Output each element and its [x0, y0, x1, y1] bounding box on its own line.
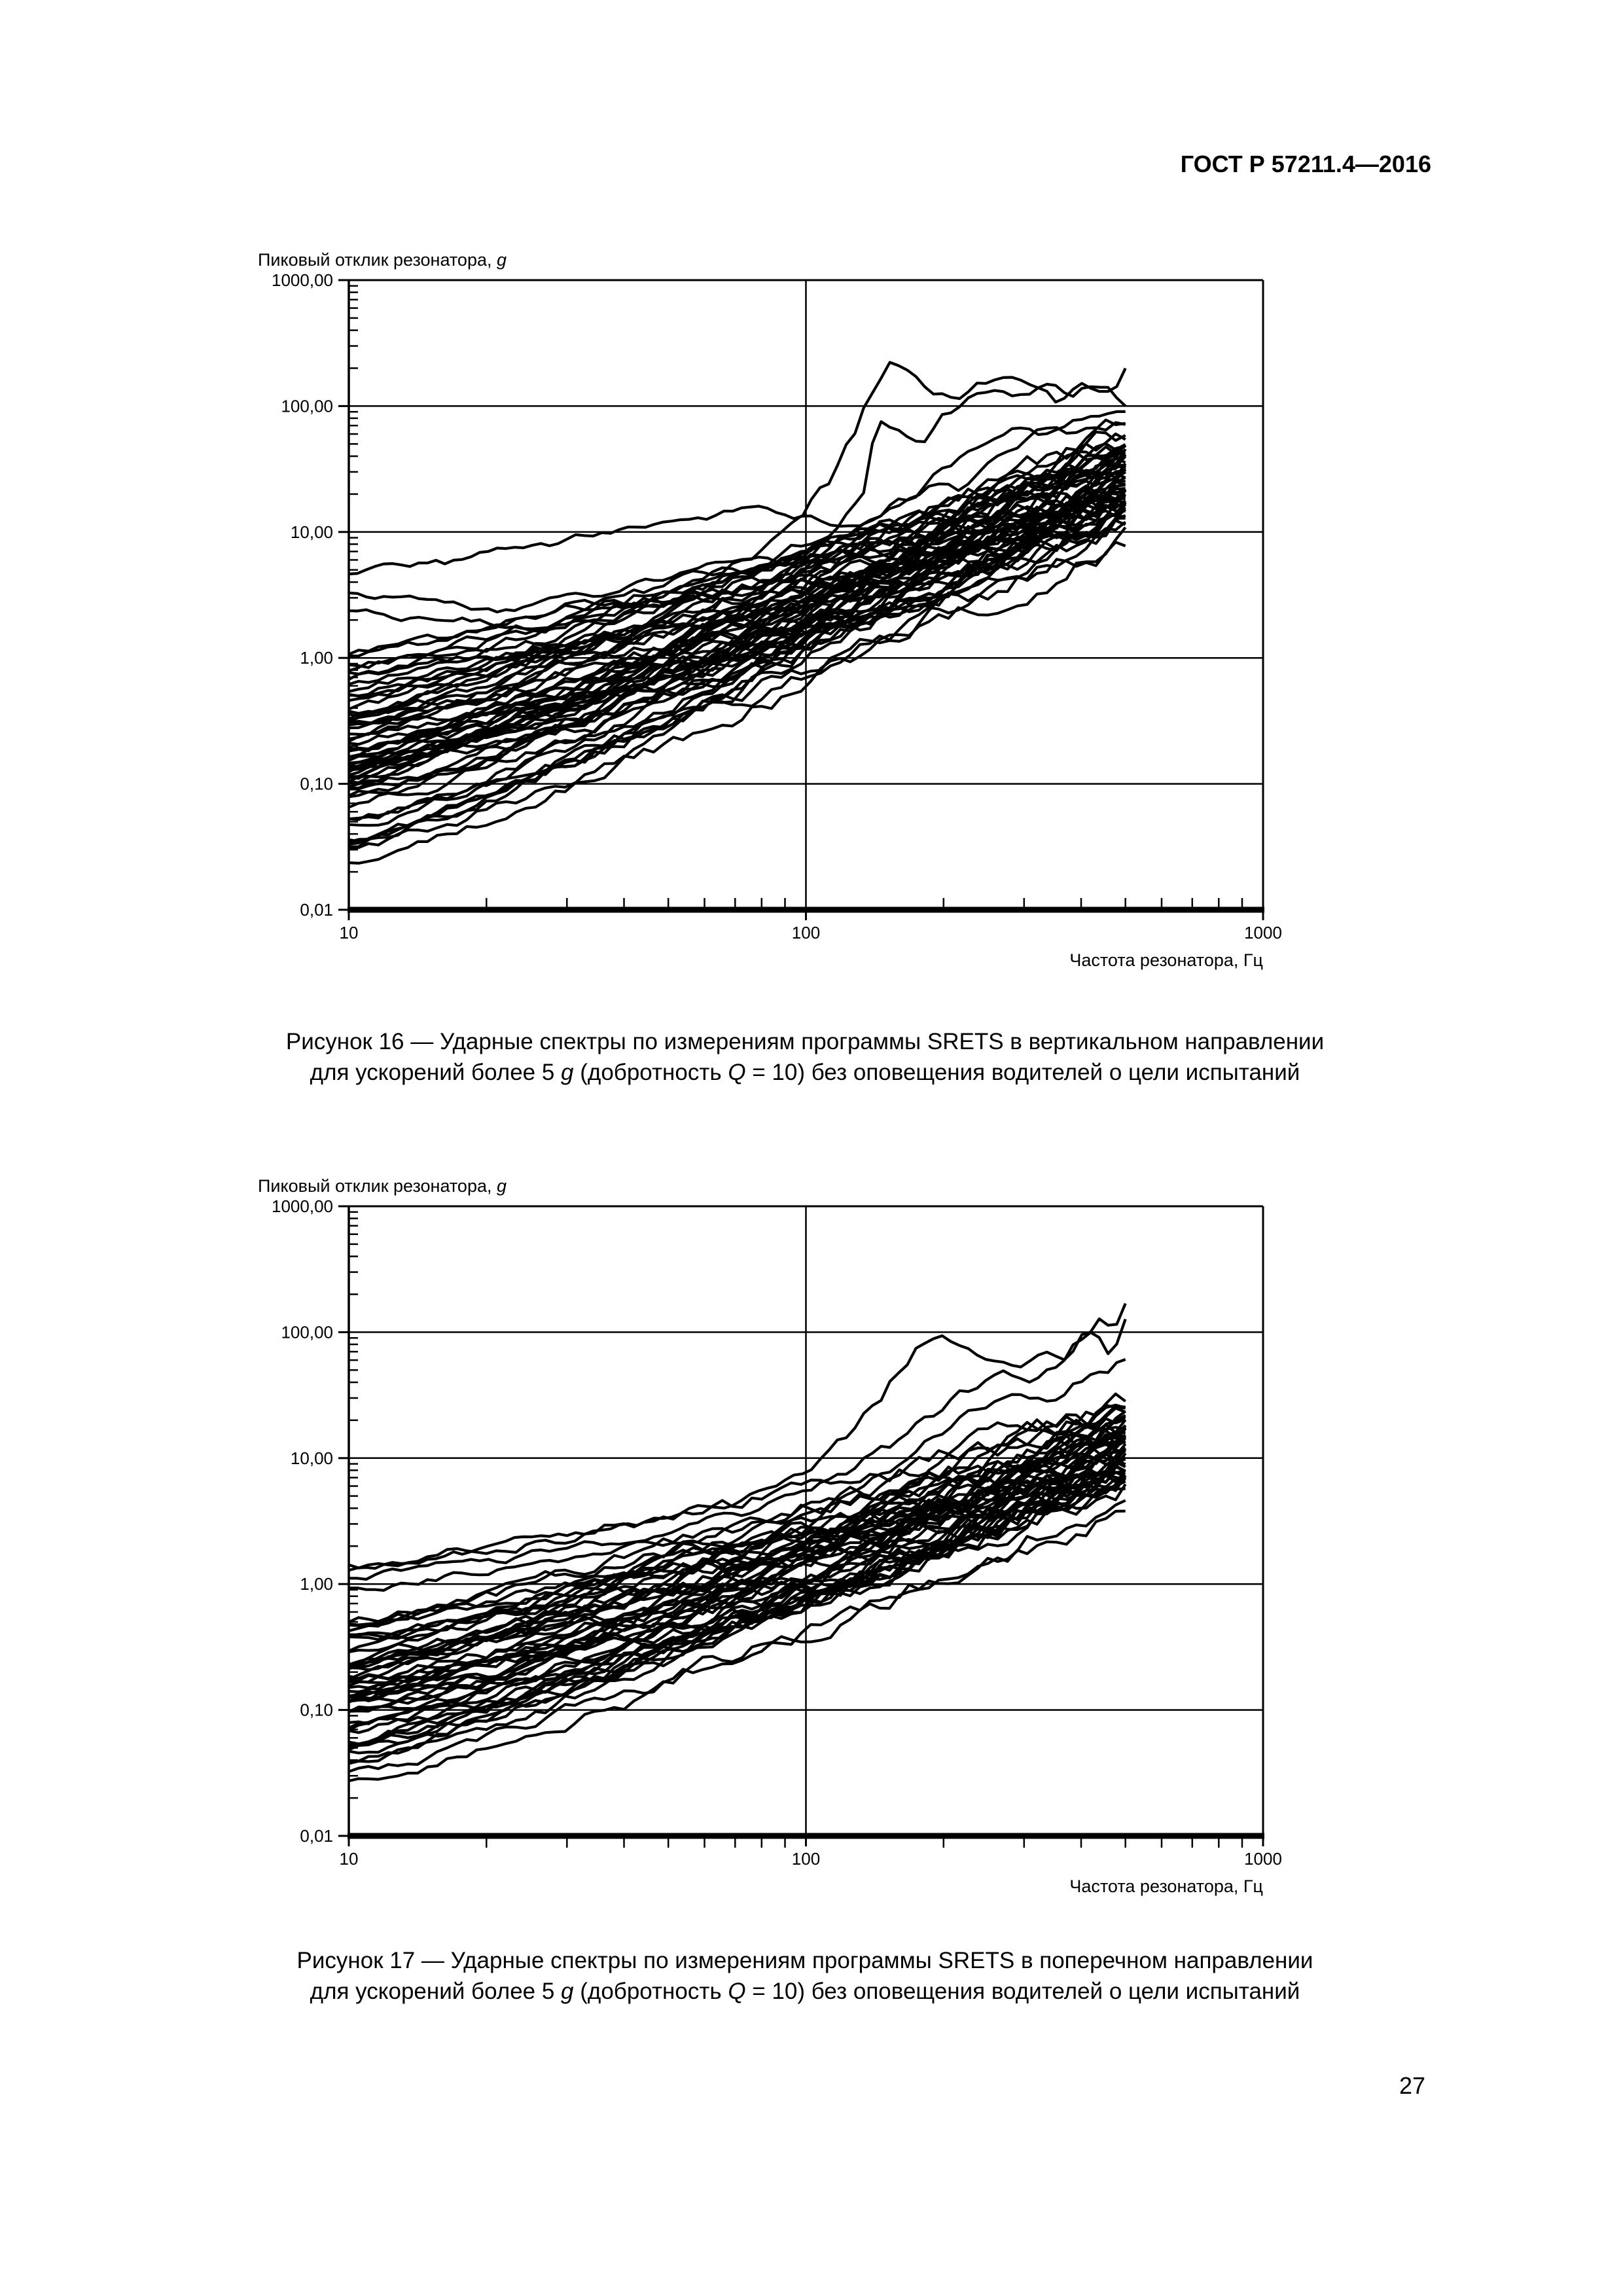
spectrum-curve	[348, 1480, 1126, 1682]
spectrum-curve	[348, 1424, 1127, 1668]
fig17-caption-line1: Рисунок 17 — Ударные спектры по измерени…	[296, 1948, 1313, 1973]
spectrum-curve	[348, 1448, 1126, 1690]
fig16-y-axis-title-text: Пиковый отклик резонатора,	[258, 250, 497, 270]
y-tick-label: 1,00	[300, 648, 333, 668]
spectrum-curve	[348, 513, 1126, 827]
x-tick-label: 100	[792, 1849, 820, 1869]
spectrum-curve	[348, 493, 1127, 769]
spectrum-curve	[348, 382, 1127, 614]
fig16-caption: Рисунок 16 — Ударные спектры по измерени…	[190, 1026, 1420, 1088]
fig16-caption-l2c: (добротность	[573, 1060, 728, 1085]
spectrum-curve	[348, 1487, 1126, 1703]
y-tick-label: 1000,00	[272, 270, 333, 290]
spectrum-curve	[348, 1475, 1126, 1704]
spectrum-curve	[348, 505, 1126, 848]
y-tick-label: 10,00	[291, 522, 333, 542]
spectrum-curve	[348, 361, 1127, 576]
fig16-chart: 10 100 1000 1000,00 100,00 10,00 1,00 0,10 0,01	[272, 270, 1282, 942]
y-tick-label: 0,10	[300, 774, 333, 794]
fig17-caption-l2a: для ускорений более 5	[310, 1979, 562, 2004]
spectrum-curve	[348, 1407, 1126, 1570]
spectrum-curve	[348, 1423, 1126, 1694]
spectrum-curve	[348, 541, 1126, 851]
fig17-y-axis-title-text: Пиковый отклик резонатора,	[258, 1176, 497, 1196]
spectrum-curve	[348, 520, 1127, 809]
fig17-caption-q: Q	[728, 1979, 746, 2004]
spectrum-curve	[348, 1433, 1126, 1666]
x-tick-label: 1000	[1244, 923, 1282, 942]
y-tick-label: 0,10	[300, 1700, 333, 1720]
spectrum-curve	[348, 454, 1127, 762]
y-tick-label: 1000,00	[272, 1196, 333, 1216]
spectrum-curve	[348, 1439, 1126, 1731]
spectrum-curve	[348, 432, 1126, 670]
y-tick-label: 100,00	[281, 396, 333, 416]
spectrum-curve	[348, 469, 1127, 844]
fig17-y-axis-title: Пиковый отклик резонатора, g	[258, 1176, 507, 1196]
spectrum-curve	[348, 1318, 1127, 1581]
y-tick-label: 0,01	[300, 1826, 333, 1846]
spectrum-curve	[348, 486, 1126, 676]
y-tick-label: 0,01	[300, 900, 333, 920]
spectrum-curve	[348, 1499, 1126, 1783]
spectrum-curve	[348, 1447, 1127, 1681]
x-tick-label: 1000	[1244, 1849, 1282, 1869]
fig17-caption-line2: для ускорений более 5 g (добротность Q =…	[190, 1976, 1420, 2007]
spectrum-curve	[348, 448, 1126, 711]
spectrum-curve	[348, 501, 1127, 759]
x-tick-label: 10	[340, 1849, 359, 1869]
fig16-caption-line2: для ускорений более 5 g (добротность Q =…	[190, 1057, 1420, 1088]
y-tick-label: 100,00	[281, 1322, 333, 1342]
spectrum-curve	[349, 1358, 1126, 1592]
spectrum-curve	[348, 1464, 1126, 1713]
spectrum-curve	[348, 501, 1127, 698]
spectrum-curve	[348, 1302, 1127, 1572]
spectrum-curve	[348, 526, 1127, 865]
fig16-caption-q: Q	[728, 1060, 746, 1085]
spectrum-curve	[348, 1392, 1126, 1653]
page-number: 27	[1399, 2072, 1425, 2099]
fig16-caption-l2e: = 10) без оповещения водителей о цели ис…	[745, 1060, 1300, 1085]
fig17-chart: 10 100 1000 1000,00 100,00 10,00 1,00 0,10 0,01	[272, 1196, 1282, 1869]
spectrum-curve	[348, 462, 1127, 772]
fig16-y-axis-unit: g	[497, 250, 507, 270]
fig16-caption-line1: Рисунок 16 — Ударные спектры по измерени…	[285, 1029, 1325, 1054]
spectrum-curve	[348, 421, 1126, 658]
fig17-caption-g: g	[561, 1979, 574, 2004]
fig17-caption-l2c: (добротность	[573, 1979, 728, 2004]
fig17-caption-l2e: = 10) без оповещения водителей о цели ис…	[745, 1979, 1300, 2004]
spectrum-curve	[348, 1509, 1126, 1773]
spectrum-curve	[348, 1403, 1126, 1628]
spectrum-curve	[348, 1443, 1126, 1669]
fig17-caption: Рисунок 17 — Ударные спектры по измерени…	[190, 1945, 1420, 2007]
fig16-x-axis-title: Частота резонатора, Гц	[1069, 950, 1263, 970]
spectrum-curve	[348, 1431, 1126, 1765]
spectrum-curve	[348, 1483, 1127, 1700]
y-tick-label: 10,00	[291, 1448, 333, 1468]
fig17-x-axis-title: Частота резонатора, Гц	[1069, 1876, 1263, 1896]
document-header: ГОСТ Р 57211.4—2016	[1180, 151, 1431, 177]
spectrum-curve	[348, 410, 1126, 630]
fig17-y-axis-unit: g	[497, 1176, 507, 1196]
fig16-caption-g: g	[561, 1060, 574, 1085]
x-tick-label: 100	[792, 923, 820, 942]
x-tick-label: 10	[340, 923, 359, 942]
y-tick-label: 1,00	[300, 1574, 333, 1594]
fig16-y-axis-title: Пиковый отклик резонатора, g	[258, 250, 507, 270]
spectrum-curve	[348, 465, 1127, 843]
fig16-caption-l2a: для ускорений более 5	[310, 1060, 562, 1085]
spectrum-curve	[348, 445, 1126, 753]
